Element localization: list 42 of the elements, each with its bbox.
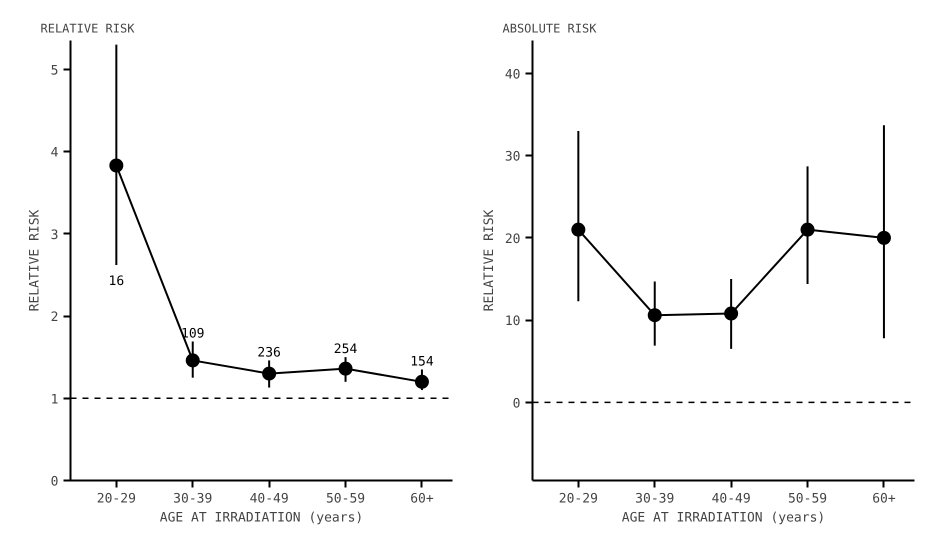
point bbox=[648, 308, 662, 322]
x-tick-label: 40-49 bbox=[250, 492, 289, 506]
point bbox=[800, 222, 815, 237]
y-tick-label: 3 bbox=[50, 228, 58, 243]
y-tick-label: 1 bbox=[50, 392, 58, 408]
x-tick-label: 60+ bbox=[872, 492, 896, 506]
point bbox=[262, 366, 276, 381]
point bbox=[338, 362, 353, 376]
x-tick-label: 50-59 bbox=[788, 492, 828, 506]
annotation: 16 bbox=[108, 274, 124, 290]
x-tick-label: 20-29 bbox=[558, 492, 598, 506]
y-tick-label: 40 bbox=[504, 67, 521, 82]
y-tick-label: 0 bbox=[50, 474, 58, 490]
annotation: 254 bbox=[334, 342, 358, 358]
y-axis-title: RELATIVE RISK bbox=[482, 209, 497, 312]
x-tick-label: 30-39 bbox=[635, 492, 674, 506]
x-tick-label: 20-29 bbox=[96, 492, 136, 506]
x-axis-title: AGE AT IRRADIATION (years) bbox=[160, 510, 364, 526]
y-tick-label: 4 bbox=[50, 146, 59, 161]
point bbox=[414, 374, 429, 389]
point bbox=[724, 306, 738, 321]
x-tick-label: 50-59 bbox=[326, 492, 366, 506]
point bbox=[876, 230, 891, 245]
x-axis-title: AGE AT IRRADIATION (years) bbox=[622, 510, 826, 526]
x-tick-label: 30-39 bbox=[173, 492, 212, 506]
y-tick-label: 5 bbox=[50, 63, 58, 78]
chart-title: ABSOLUTE RISK bbox=[502, 22, 598, 36]
point bbox=[571, 222, 586, 237]
y-tick-label: 10 bbox=[504, 314, 521, 330]
point bbox=[109, 158, 124, 172]
y-axis-title: RELATIVE RISK bbox=[28, 209, 43, 312]
annotation: 109 bbox=[181, 326, 204, 342]
annotation: 154 bbox=[410, 354, 434, 370]
x-tick-label: 60+ bbox=[410, 492, 434, 506]
y-tick-label: 30 bbox=[504, 150, 521, 165]
y-tick-label: 2 bbox=[50, 310, 58, 326]
point bbox=[186, 353, 200, 368]
annotation: 236 bbox=[257, 345, 281, 360]
chart-title: RELATIVE RISK bbox=[40, 22, 136, 36]
x-tick-label: 40-49 bbox=[712, 492, 751, 506]
y-tick-label: 20 bbox=[504, 232, 521, 247]
y-tick-label: 0 bbox=[512, 396, 520, 412]
